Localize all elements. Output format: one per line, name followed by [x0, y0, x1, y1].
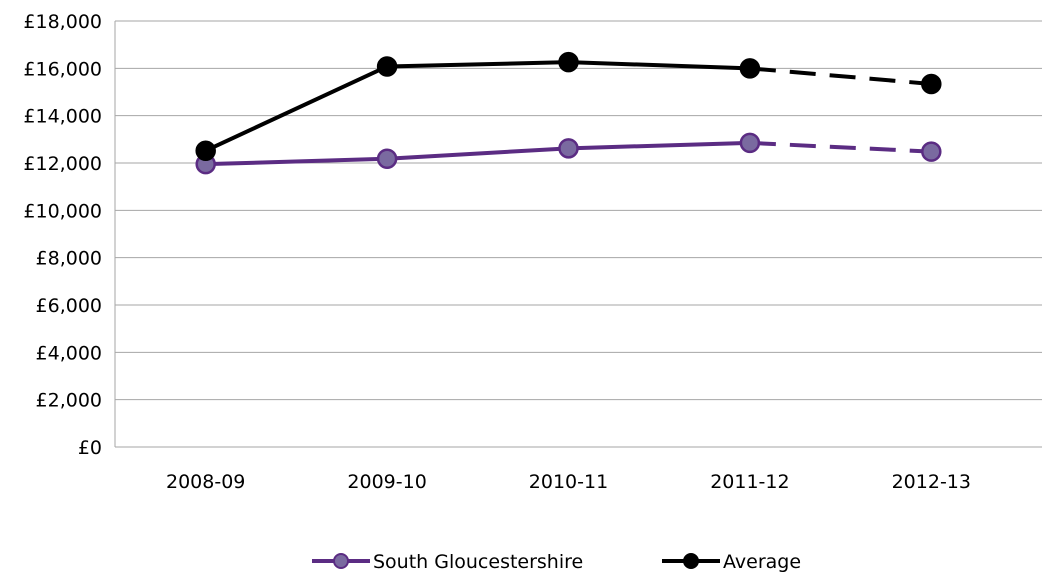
- x-tick-label: 2011-12: [710, 471, 789, 493]
- x-tick-label: 2010-11: [529, 471, 608, 493]
- x-tick-label: 2008-09: [166, 471, 245, 493]
- y-tick-label: £12,000: [23, 153, 102, 175]
- data-point: [921, 73, 942, 95]
- data-point: [739, 58, 761, 79]
- series-line-segment-dashed: [749, 140, 932, 154]
- legend-item: South Gloucestershire: [312, 551, 583, 573]
- series-line-segment-dashed: [749, 66, 932, 86]
- series-line-segment: [203, 156, 390, 167]
- legend: South Gloucestershire Average: [312, 551, 801, 573]
- series-line-segment: [385, 60, 571, 69]
- y-tick-label: £8,000: [36, 248, 102, 270]
- legend-swatch-marker: [333, 553, 349, 569]
- data-point: [376, 56, 398, 77]
- x-axis-tick-labels: 2008-09 2009-10 2010-11 2011-12 2012-13: [166, 471, 971, 493]
- legend-item: Average: [662, 551, 801, 573]
- data-point: [376, 148, 398, 169]
- data-point: [921, 141, 942, 162]
- legend-label: South Gloucestershire: [373, 551, 583, 573]
- y-tick-label: £6,000: [36, 295, 102, 317]
- legend-label: Average: [723, 551, 801, 573]
- y-tick-label: £16,000: [23, 58, 102, 80]
- series-line-segment: [566, 60, 752, 71]
- gridlines: [115, 20, 1042, 401]
- legend-swatch-marker: [683, 553, 699, 569]
- y-tick-label: £14,000: [23, 106, 102, 128]
- data-point: [195, 140, 216, 161]
- data-point: [739, 132, 761, 154]
- y-tick-label: £18,000: [23, 11, 102, 33]
- y-tick-label: £2,000: [36, 390, 102, 412]
- data-point: [558, 138, 579, 159]
- y-tick-label: £0: [78, 437, 102, 459]
- series-group: [195, 51, 942, 175]
- x-tick-label: 2009-10: [347, 471, 426, 493]
- series-1: [195, 132, 942, 175]
- series-line-segment: [385, 146, 571, 161]
- series-line-segment: [566, 140, 752, 151]
- y-axis-tick-labels: £0 £2,000 £4,000 £6,000 £8,000 £10,000 £12,000…: [23, 11, 102, 459]
- series-line-segment: [203, 64, 390, 153]
- x-tick-label: 2012-13: [892, 471, 971, 493]
- data-point: [558, 51, 579, 73]
- y-tick-label: £10,000: [23, 200, 102, 222]
- axes: [114, 21, 1042, 448]
- series-2: [195, 51, 942, 161]
- y-tick-label: £4,000: [36, 342, 102, 364]
